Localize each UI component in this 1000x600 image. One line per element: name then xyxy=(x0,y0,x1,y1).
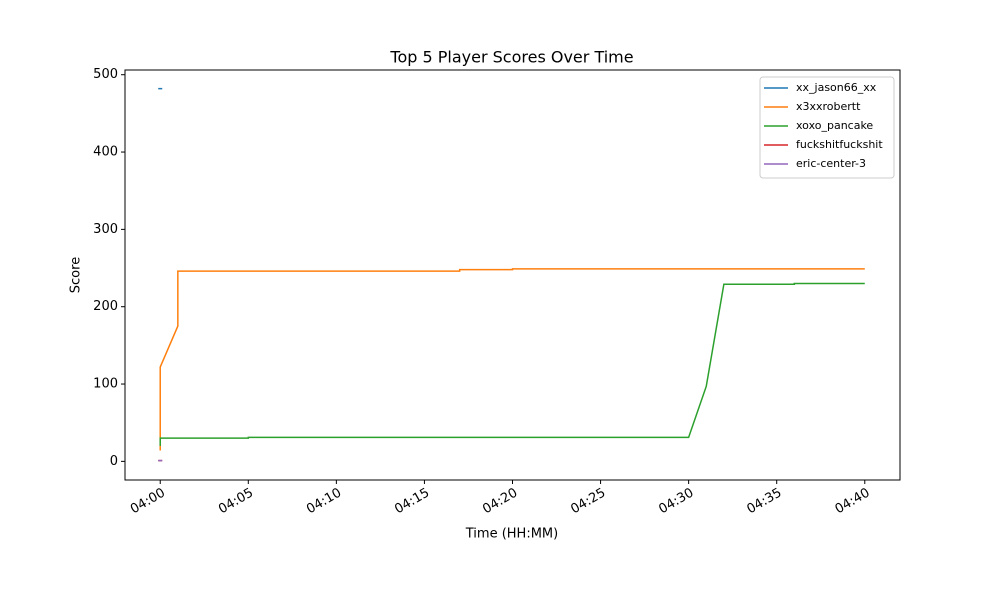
x-tick-label: 04:35 xyxy=(745,486,785,518)
x-tick-label: 04:10 xyxy=(304,486,344,518)
plot-frame xyxy=(124,69,901,481)
x-tick-label: 04:00 xyxy=(128,486,168,518)
legend-label: xx_jason66_xx xyxy=(796,81,877,94)
x-tick-label: 04:25 xyxy=(568,486,608,518)
legend-box xyxy=(759,76,895,179)
x-axis-label: Time (HH:MM) xyxy=(465,527,558,542)
x-tick-label: 04:15 xyxy=(392,486,432,518)
legend-label: fuckshitfuckshit xyxy=(796,138,883,151)
y-tick-label: 100 xyxy=(93,377,118,392)
x-tick-label: 04:05 xyxy=(216,486,256,518)
y-tick-label: 0 xyxy=(110,454,118,469)
x-tick-label: 04:30 xyxy=(656,486,696,518)
y-tick-label: 500 xyxy=(93,67,118,82)
y-tick-label: 200 xyxy=(93,299,118,314)
series-line xyxy=(159,282,865,446)
legend-label: eric-center-3 xyxy=(796,157,866,170)
series-line xyxy=(159,268,865,451)
y-tick-label: 400 xyxy=(93,145,118,160)
y-axis-label: Score xyxy=(69,257,84,293)
chart-title: Top 5 Player Scores Over Time xyxy=(389,48,633,67)
y-tick-label: 300 xyxy=(93,222,118,237)
legend-label: xoxo_pancake xyxy=(796,119,873,132)
x-tick-label: 04:20 xyxy=(480,486,520,518)
legend-label: x3xxrobertt xyxy=(796,100,861,113)
x-tick-label: 04:40 xyxy=(833,486,873,518)
